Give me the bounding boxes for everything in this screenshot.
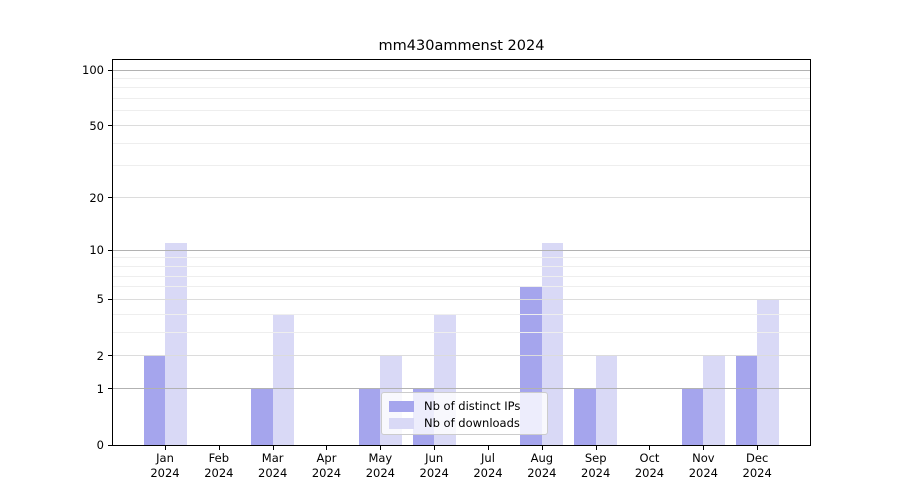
- y-tick-mark-20: [108, 197, 113, 199]
- chart-title: mm430ammenst 2024: [378, 38, 545, 54]
- legend-item-distinct-ips: Nb of distinct IPs: [389, 398, 540, 414]
- x-tick-label-sep: Sep 2024: [581, 451, 611, 480]
- x-tick-mark-mar: [272, 446, 274, 450]
- bar-downloads-jan: [165, 243, 187, 445]
- x-tick-label-dec: Dec 2024: [742, 451, 772, 480]
- x-tick-label-may: May 2024: [365, 451, 395, 480]
- legend: Nb of distinct IPs Nb of downloads: [381, 392, 548, 435]
- y-tick-mark-2: [108, 355, 113, 357]
- x-tick-mark-feb: [218, 446, 220, 450]
- x-tick-mark-jan: [165, 446, 166, 450]
- plot-area: [112, 59, 811, 446]
- y-tick-mark-100: [108, 69, 113, 71]
- x-tick-label-apr: Apr 2024: [311, 451, 342, 480]
- y-tick-mark-5: [108, 298, 113, 300]
- x-tick-mark-oct: [649, 446, 651, 450]
- y-tick-label-2: 2: [96, 348, 104, 363]
- x-tick-mark-apr: [326, 446, 328, 450]
- bar-distinct-ips-dec: [735, 355, 758, 445]
- x-tick-label-nov: Nov 2024: [688, 451, 718, 480]
- legend-label-downloads: Nb of downloads: [424, 416, 520, 430]
- x-tick-label-jan: Jan 2024: [150, 451, 180, 480]
- y-tick-label-100: 100: [82, 63, 104, 77]
- legend-swatch-downloads: [389, 417, 414, 429]
- legend-swatch-distinct-ips: [389, 400, 414, 412]
- bar-distinct-ips-mar: [251, 388, 273, 445]
- x-tick-mark-aug: [541, 446, 543, 450]
- y-tick-label-10: 10: [89, 243, 104, 258]
- y-tick-mark-50: [108, 125, 113, 127]
- x-tick-mark-jun: [434, 446, 436, 450]
- x-tick-label-jun: Jun 2024: [419, 451, 449, 480]
- bars-layer: [113, 60, 810, 445]
- y-tick-label-20: 20: [89, 190, 104, 205]
- x-tick-mark-may: [380, 446, 382, 450]
- legend-label-distinct-ips: Nb of distinct IPs: [424, 399, 521, 413]
- bar-distinct-ips-sep: [574, 388, 596, 445]
- y-tick-mark-0: [108, 444, 113, 446]
- x-tick-label-feb: Feb 2024: [204, 451, 234, 480]
- x-tick-mark-jul: [487, 446, 489, 450]
- y-tick-label-5: 5: [96, 292, 104, 307]
- y-tick-label-0: 0: [96, 438, 104, 452]
- bar-downloads-mar: [272, 314, 295, 445]
- bar-distinct-ips-jan: [143, 355, 165, 445]
- y-tick-label-1: 1: [96, 381, 104, 396]
- x-tick-label-jul: Jul 2024: [473, 451, 503, 480]
- y-tick-label-50: 50: [89, 118, 104, 133]
- y-tick-mark-10: [108, 249, 113, 251]
- bar-downloads-sep: [595, 355, 618, 445]
- bar-downloads-dec: [757, 299, 779, 445]
- x-tick-mark-nov: [703, 446, 705, 450]
- x-tick-label-oct: Oct 2024: [634, 451, 665, 480]
- bar-distinct-ips-may: [358, 388, 381, 445]
- bar-distinct-ips-nov: [681, 388, 704, 445]
- legend-item-downloads: Nb of downloads: [389, 415, 540, 431]
- y-tick-mark-1: [108, 388, 113, 390]
- x-tick-label-mar: Mar 2024: [258, 451, 288, 480]
- bar-downloads-nov: [703, 355, 725, 445]
- x-tick-mark-sep: [595, 446, 597, 450]
- x-tick-label-aug: Aug 2024: [527, 451, 557, 480]
- x-tick-mark-dec: [757, 446, 759, 450]
